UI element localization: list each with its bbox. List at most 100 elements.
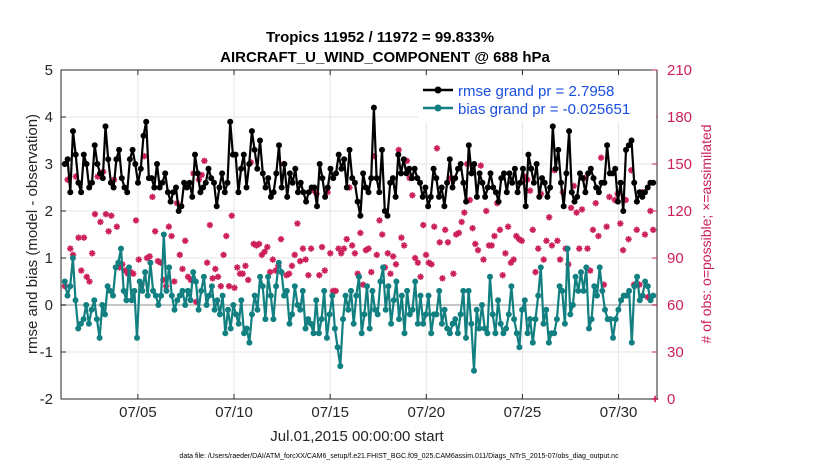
rmse-point — [129, 146, 136, 153]
rmse-point — [452, 175, 459, 182]
obs-count-point — [269, 256, 277, 263]
rmse-point — [91, 142, 98, 149]
rmse-point — [319, 175, 326, 182]
rmse-point — [240, 151, 247, 158]
rmse-point — [501, 170, 507, 177]
obs-count-point — [277, 236, 285, 243]
rmse-point — [338, 165, 345, 172]
obs-count-point — [214, 273, 222, 280]
rmse-point — [251, 146, 258, 153]
obs-mark-d2 — [97, 219, 104, 225]
obs-count-point — [395, 146, 402, 154]
obs-count-point — [266, 268, 274, 276]
obs-mark-d2 — [316, 272, 323, 279]
rmse-point — [116, 146, 123, 153]
rmse-point — [219, 170, 226, 177]
rmse-point — [463, 198, 470, 205]
obs-count-point — [441, 226, 449, 233]
bias-point — [417, 292, 424, 299]
obs-mark-d2 — [149, 194, 156, 200]
bias-point — [471, 367, 477, 374]
rmse-point — [536, 193, 543, 200]
x-axis-label: Jul.01,2015 00:00:00 start — [270, 428, 444, 445]
bias-point — [102, 311, 108, 318]
obs-mark-d2 — [587, 267, 594, 274]
obs-mark-d2 — [198, 172, 205, 178]
bias-point — [337, 363, 344, 370]
obs-mark-d2 — [499, 272, 506, 279]
rmse-point — [577, 170, 583, 177]
rmse-point — [341, 156, 348, 163]
rmse-point — [173, 184, 179, 191]
obs-mark-d2 — [176, 252, 183, 258]
obs-count-point — [379, 231, 386, 238]
bias-point — [107, 287, 114, 294]
bias-point — [364, 283, 370, 290]
rmse-point — [224, 179, 231, 186]
rmse-point — [151, 184, 158, 191]
obs-mark-d2 — [130, 270, 137, 277]
obs-mark-d2 — [86, 278, 93, 285]
rmse-point — [273, 170, 280, 177]
bias-point — [377, 278, 384, 285]
obs-mark-d2 — [234, 264, 241, 271]
rmse-point — [563, 170, 570, 177]
obs-mark-d2 — [212, 266, 219, 272]
rmse-point — [509, 179, 516, 186]
bias-point — [594, 292, 600, 299]
bias-point — [500, 330, 507, 337]
bias-point — [436, 287, 443, 294]
obs-mark-d2 — [516, 236, 522, 243]
rmse-point — [449, 184, 456, 191]
rmse-point — [549, 123, 556, 130]
bias-point — [184, 287, 191, 294]
rmse-point — [205, 165, 212, 172]
obs-count-point — [368, 268, 375, 276]
obs-count-point — [439, 275, 446, 282]
rmse-point — [349, 175, 356, 182]
rmse-point — [322, 193, 329, 200]
obs-mark-d2 — [633, 226, 640, 233]
obs-count-point — [420, 221, 427, 229]
obs-mark-d2 — [412, 255, 418, 261]
bias-point — [428, 330, 435, 337]
y-right-tick-label: 120 — [667, 203, 692, 220]
bias-point — [318, 316, 325, 323]
bias-point — [219, 292, 226, 299]
obs-mark-d2 — [343, 236, 350, 243]
rmse-point — [650, 179, 657, 186]
rmse-point — [614, 198, 621, 205]
bias-point — [615, 306, 622, 313]
obs-mark-d2 — [135, 256, 142, 263]
rmse-point — [78, 189, 85, 196]
bias-point — [618, 297, 625, 304]
obs-count-point — [474, 246, 482, 254]
obs-count-point — [483, 207, 490, 215]
rmse-point — [376, 189, 383, 196]
bias-point — [77, 320, 84, 327]
rmse-point — [419, 193, 426, 200]
bias-point — [380, 264, 387, 271]
chart-title: Tropics 11952 / 11972 = 99.833% — [266, 29, 494, 46]
obs-count-point — [510, 256, 517, 263]
rmse-point — [644, 184, 651, 191]
obs-mark-d2 — [480, 256, 487, 263]
obs-mark-d2 — [220, 252, 227, 258]
rmse-point — [137, 165, 144, 172]
bias-point — [72, 297, 79, 304]
obs-mark-d2 — [105, 228, 112, 235]
bias-point — [401, 330, 408, 337]
obs-mark-d2 — [89, 250, 96, 257]
obs-count-point — [567, 204, 575, 212]
bias-point — [468, 320, 475, 327]
bias-point — [636, 297, 643, 304]
rmse-point — [620, 208, 627, 214]
bias-point — [136, 278, 143, 285]
rmse-point — [292, 165, 299, 172]
bias-point — [225, 306, 231, 313]
rmse-point — [183, 184, 190, 191]
obs-mark-d2 — [182, 237, 189, 244]
bias-point — [537, 264, 544, 271]
bias-point — [446, 330, 453, 337]
rmse-point — [94, 161, 101, 167]
